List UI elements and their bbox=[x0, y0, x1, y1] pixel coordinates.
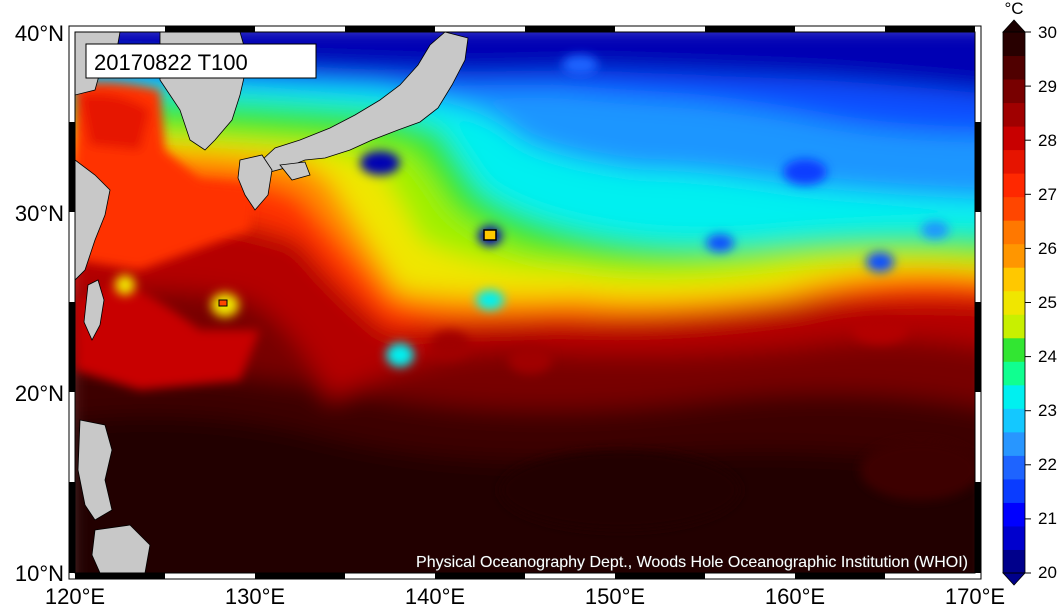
colorbar-segment bbox=[1003, 290, 1025, 315]
lon-axis-labels: 120°E 130°E 140°E 150°E 160°E 170°E bbox=[45, 584, 1005, 609]
colorbar-labels: 30 29 28 27 26 25 24 23 22 21 20 bbox=[1038, 23, 1057, 582]
lon-label-120e: 120°E bbox=[45, 584, 105, 609]
lon-label-140e: 140°E bbox=[405, 584, 465, 609]
philippines-islands bbox=[91, 524, 151, 573]
china-coast-south bbox=[75, 159, 111, 281]
japan-kyushu bbox=[237, 154, 273, 211]
colorbar-segment bbox=[1003, 431, 1025, 456]
colorbar-segment bbox=[1003, 549, 1025, 574]
credit-text: Physical Oceanography Dept., Woods Hole … bbox=[416, 554, 968, 571]
map-frame bbox=[68, 25, 982, 580]
colorbar-label-21: 21 bbox=[1038, 509, 1057, 528]
colorbar-segment bbox=[1003, 55, 1025, 80]
colorbar-segments bbox=[1003, 31, 1031, 574]
lat-label-40n: 40°N bbox=[15, 21, 64, 46]
colorbar-label-24: 24 bbox=[1038, 347, 1057, 366]
colorbar-segment bbox=[1003, 455, 1025, 480]
colorbar-label-23: 23 bbox=[1038, 401, 1057, 420]
lat-label-10n: 10°N bbox=[15, 561, 64, 586]
colorbar-segment bbox=[1003, 149, 1025, 174]
lon-label-170e: 170°E bbox=[945, 584, 1005, 609]
colorbar-label-25: 25 bbox=[1038, 293, 1057, 312]
colorbar-label-27: 27 bbox=[1038, 185, 1057, 204]
colorbar-segment bbox=[1003, 102, 1025, 127]
colorbar-segment bbox=[1003, 408, 1025, 433]
eddies bbox=[115, 55, 975, 530]
colorbar-unit: °C bbox=[1004, 0, 1023, 18]
lat-label-30n: 30°N bbox=[15, 201, 64, 226]
colorbar-bottom-arrow bbox=[1002, 572, 1026, 586]
colorbar-segment bbox=[1003, 478, 1025, 503]
lat-label-20n: 20°N bbox=[15, 381, 64, 406]
colorbar-top-arrow bbox=[1002, 19, 1026, 33]
colorbar-segment bbox=[1003, 79, 1025, 104]
colorbar-label-26: 26 bbox=[1038, 239, 1057, 258]
colorbar-label-22: 22 bbox=[1038, 455, 1057, 474]
warm-west-region bbox=[75, 82, 260, 390]
colorbar-label-20: 20 bbox=[1038, 563, 1057, 582]
colorbar: °C 30 29 28 27 26 25 24 23 22 21 20 bbox=[1002, 0, 1057, 586]
colorbar-segment bbox=[1003, 337, 1025, 362]
colorbar-segment bbox=[1003, 196, 1025, 221]
sst-field bbox=[75, 32, 975, 573]
colorbar-label-30: 30 bbox=[1038, 23, 1057, 42]
lon-label-150e: 150°E bbox=[585, 584, 645, 609]
date-stamp-text: 20170822 T100 bbox=[94, 50, 248, 75]
colorbar-segment bbox=[1003, 361, 1025, 386]
colorbar-label-29: 29 bbox=[1038, 77, 1057, 96]
colorbar-segment bbox=[1003, 502, 1025, 527]
taiwan bbox=[83, 279, 105, 341]
colorbar-segment bbox=[1003, 126, 1025, 151]
colorbar-segment bbox=[1003, 173, 1025, 198]
colorbar-segment bbox=[1003, 243, 1025, 268]
eddy-marker bbox=[483, 229, 497, 241]
colorbar-segment bbox=[1003, 267, 1025, 292]
map-panel: 20170822 T100 Physical Oceanography Dept… bbox=[75, 32, 975, 573]
philippines-luzon bbox=[77, 419, 113, 521]
date-stamp: 20170822 T100 bbox=[85, 43, 317, 79]
colorbar-segment bbox=[1003, 32, 1025, 57]
colorbar-label-28: 28 bbox=[1038, 131, 1057, 150]
lat-axis-labels: 40°N 30°N 20°N 10°N bbox=[15, 21, 64, 586]
lon-label-160e: 160°E bbox=[765, 584, 825, 609]
colorbar-segment bbox=[1003, 384, 1025, 409]
colorbar-segment bbox=[1003, 525, 1025, 550]
colorbar-segment bbox=[1003, 314, 1025, 339]
lon-label-130e: 130°E bbox=[225, 584, 285, 609]
colorbar-segment bbox=[1003, 220, 1025, 245]
japan-shikoku bbox=[279, 161, 311, 181]
